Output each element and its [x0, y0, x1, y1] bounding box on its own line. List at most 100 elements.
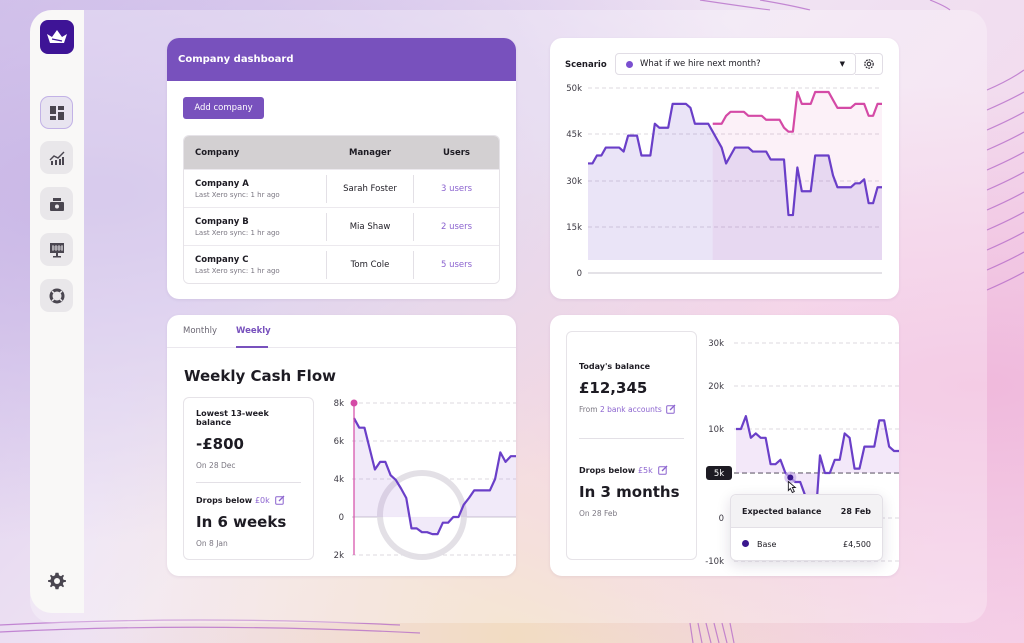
today-balance-value: £12,345 — [579, 379, 648, 397]
y-tick-label: -10k — [705, 557, 724, 567]
series-area — [588, 103, 882, 260]
scenario-line-chart[interactable]: 0 15k 30k 45k 50k — [550, 80, 899, 299]
scenario-label: Scenario — [565, 60, 607, 70]
weekly-line-chart[interactable]: 2k 0 4k 6k 8k — [326, 395, 516, 570]
drops-below-value: In 6 weeks — [196, 513, 287, 531]
add-company-button[interactable]: Add company — [183, 97, 264, 119]
cash-register-icon — [49, 197, 64, 211]
today-balance-label: Today's balance — [579, 362, 651, 371]
caret-down-icon: ▼ — [839, 60, 845, 68]
sidebar-item-monitor[interactable] — [40, 233, 73, 266]
chart-tooltip: Expected balance 28 Feb Base £4,500 — [730, 494, 883, 561]
bank-accounts-row: From 2 bank accounts — [579, 404, 684, 414]
y-tick-label: 50k — [566, 84, 582, 94]
section-title: Weekly Cash Flow — [184, 367, 336, 385]
edit-icon[interactable] — [657, 465, 668, 475]
y-tick-label: 2k — [334, 551, 344, 561]
gear-icon — [863, 59, 874, 69]
series-line — [736, 415, 899, 528]
series-area — [736, 416, 899, 527]
manager-name: Sarah Foster — [326, 174, 414, 203]
threshold-badge — [706, 466, 732, 480]
sidebar-item-dashboard[interactable] — [40, 96, 73, 129]
from-text: From — [579, 405, 598, 414]
gear-icon — [48, 572, 66, 590]
sync-status: Last Xero sync: 1 hr ago — [195, 228, 280, 237]
monitor-icon — [49, 242, 64, 257]
companies-table: Company Manager Users Company A Last Xer… — [183, 135, 500, 284]
table-header: Company Manager Users — [184, 136, 499, 169]
column-header-users[interactable]: Users — [443, 147, 470, 158]
lowest-balance-label: Lowest 13-week balance — [196, 409, 269, 427]
drops-below-date: On 28 Feb — [579, 509, 618, 518]
tooltip-date: 28 Feb — [840, 506, 871, 516]
threshold-label: 5k — [714, 469, 724, 479]
threshold-link[interactable]: £0k — [254, 496, 270, 505]
bank-accounts-link[interactable]: 2 bank accounts — [599, 405, 662, 414]
balance-stats-box: Today's balance £12,345 From 2 bank acco… — [566, 331, 697, 560]
column-header-company[interactable]: Company — [195, 147, 240, 158]
series-line-scenario — [712, 90, 882, 133]
users-link[interactable]: 5 users — [440, 259, 473, 270]
boat-logo-icon — [47, 30, 67, 43]
weekly-cash-flow-card: Monthly Weekly Weekly Cash Flow Lowest 1… — [167, 315, 516, 576]
tab-weekly[interactable]: Weekly — [236, 326, 271, 336]
table-row[interactable]: Company A Last Xero sync: 1 hr ago Sarah… — [184, 169, 499, 207]
scenario-select[interactable]: What if we hire next month? ▼ — [615, 53, 856, 75]
highlight-point — [787, 474, 794, 481]
series-area — [354, 418, 516, 535]
balance-line-chart[interactable]: -10k 0 5k 10k 20k 30k — [704, 323, 899, 573]
y-tick-label: 30k — [566, 177, 582, 187]
y-tick-label: 15k — [566, 223, 582, 233]
table-row[interactable]: Company B Last Xero sync: 1 hr ago Mia S… — [184, 207, 499, 245]
y-tick-label: 8k — [334, 399, 344, 409]
boat-logo[interactable] — [40, 20, 74, 54]
drops-below-label: Drops below — [579, 466, 636, 475]
column-header-manager[interactable]: Manager — [348, 147, 392, 158]
dashboard-icon — [49, 105, 64, 120]
current-week-dot — [350, 399, 358, 407]
drops-below-value: In 3 months — [579, 483, 680, 501]
company-name: Company C — [195, 254, 249, 265]
sidebar-item-reports[interactable] — [40, 141, 73, 174]
sync-status: Last Xero sync: 1 hr ago — [195, 190, 280, 199]
company-name: Company B — [195, 216, 249, 227]
users-link[interactable]: 2 users — [440, 221, 473, 232]
sidebar — [30, 10, 84, 613]
y-tick-label: 10k — [708, 425, 724, 435]
company-dashboard-card: Company dashboard Add company Company Ma… — [167, 38, 516, 299]
chart-growth-icon — [49, 151, 64, 165]
sidebar-item-support[interactable] — [40, 279, 73, 312]
tooltip-title: Expected balance — [742, 506, 822, 516]
manager-name: Mia Shaw — [326, 212, 414, 241]
users-link[interactable]: 3 users — [440, 183, 473, 194]
y-tick-label: 30k — [708, 339, 724, 349]
manager-name: Tom Cole — [326, 250, 414, 279]
y-tick-label: 6k — [334, 437, 344, 447]
series-color-dot — [742, 540, 749, 547]
company-name: Company A — [195, 178, 249, 189]
edit-icon[interactable] — [666, 404, 676, 414]
scenario-color-dot — [626, 60, 633, 68]
edit-icon[interactable] — [274, 495, 285, 505]
active-tab-indicator — [236, 346, 268, 348]
drops-below-label-row: Drops below £0k — [196, 495, 301, 505]
series-line — [353, 417, 516, 536]
y-tick-label: 0 — [577, 269, 582, 279]
lowest-balance-value: -£800 — [196, 435, 244, 453]
tab-monthly[interactable]: Monthly — [183, 326, 218, 336]
threshold-link[interactable]: £5k — [637, 466, 653, 475]
divider — [196, 482, 301, 483]
y-tick-label: 0 — [719, 514, 724, 524]
sidebar-item-cash[interactable] — [40, 187, 73, 220]
settings-button[interactable] — [47, 571, 67, 591]
y-tick-label: 0 — [339, 513, 344, 523]
table-row[interactable]: Company C Last Xero sync: 1 hr ago Tom C… — [184, 245, 499, 283]
scenario-settings-button[interactable] — [855, 53, 883, 75]
drops-below-label: Drops below — [196, 496, 253, 505]
divider — [579, 438, 684, 439]
y-tick-label: 4k — [334, 475, 344, 485]
sync-status: Last Xero sync: 1 hr ago — [195, 266, 280, 275]
weekly-stats-box: Lowest 13-week balance -£800 On 28 Dec D… — [183, 397, 314, 560]
card-title: Company dashboard — [167, 38, 516, 81]
